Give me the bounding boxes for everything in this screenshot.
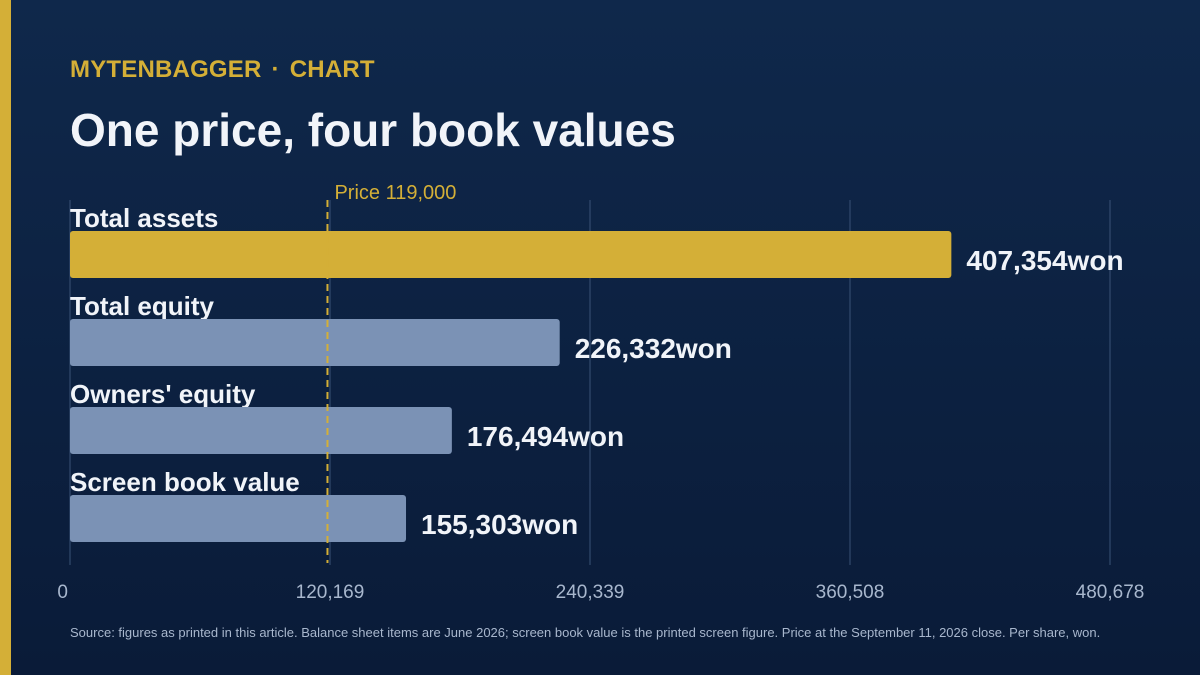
bar <box>70 495 407 542</box>
value-label: 176,494won <box>467 421 624 452</box>
section-label: CHART <box>289 56 375 83</box>
x-tick-label: 0 <box>57 582 68 603</box>
bar <box>70 319 560 366</box>
bar <box>70 231 952 278</box>
x-tick-label: 120,169 <box>296 582 365 603</box>
category-label: Total equity <box>70 291 215 321</box>
category-label: Owners' equity <box>70 379 256 409</box>
x-tick-label: 480,678 <box>1076 582 1145 603</box>
kicker-separator: · <box>271 56 280 83</box>
value-label: 407,354won <box>966 245 1123 276</box>
price-reference-label: Price 119,000 <box>334 182 456 204</box>
category-label: Total assets <box>70 203 218 233</box>
brand-label: MYTENBAGGER <box>70 56 262 83</box>
x-tick-label: 240,339 <box>556 582 625 603</box>
chart-title: One price, four book values <box>70 104 676 156</box>
accent-bar <box>0 0 11 675</box>
value-label: 226,332won <box>575 333 732 364</box>
source-note: Source: figures as printed in this artic… <box>70 625 1101 640</box>
x-tick-label: 360,508 <box>816 582 885 603</box>
bar <box>70 407 452 454</box>
value-label: 155,303won <box>421 509 578 540</box>
kicker: MYTENBAGGER · CHART <box>70 56 375 84</box>
category-label: Screen book value <box>70 467 300 497</box>
